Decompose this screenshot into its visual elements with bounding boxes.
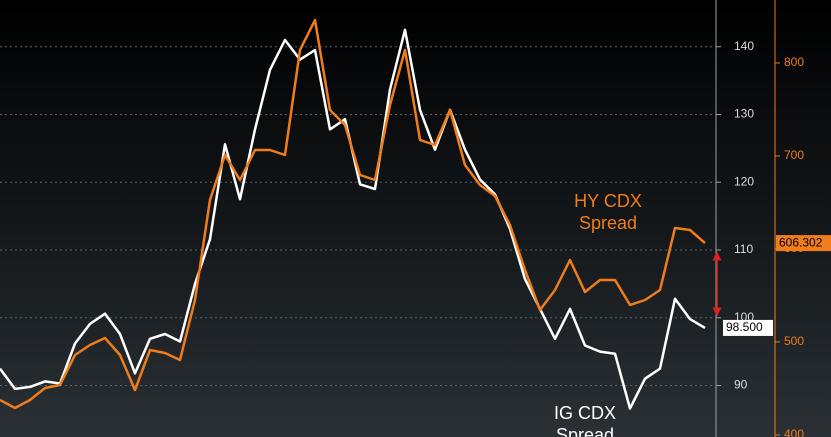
y2-tick-label: 500 bbox=[784, 334, 804, 348]
annotation: IG CDX Spread bbox=[553, 403, 616, 437]
annotation: HY CDX Spread bbox=[574, 191, 642, 233]
value-label: 606.302 bbox=[779, 235, 823, 249]
value-label-box bbox=[776, 235, 831, 252]
series-line bbox=[0, 18, 706, 410]
y-tick-label: 120 bbox=[734, 174, 754, 188]
value-label-box bbox=[723, 319, 773, 336]
y2-tick-label: 800 bbox=[784, 55, 804, 69]
y-tick-label: 140 bbox=[734, 39, 754, 53]
value-label: 98.500 bbox=[726, 320, 763, 334]
y-tick-label: 110 bbox=[734, 242, 753, 256]
y2-tick-label: 400 bbox=[784, 427, 804, 437]
y-tick-label: 90 bbox=[734, 378, 748, 392]
y2-tick-label: 700 bbox=[784, 148, 804, 162]
y-tick-label: 130 bbox=[734, 107, 754, 121]
